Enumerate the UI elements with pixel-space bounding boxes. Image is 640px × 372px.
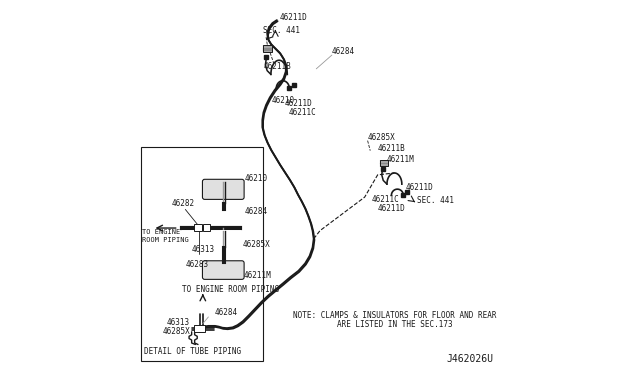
Text: 46210: 46210 [271, 96, 295, 105]
Text: NOTE: CLAMPS & INSULATORS FOR FLOOR AND REAR: NOTE: CLAMPS & INSULATORS FOR FLOOR AND … [292, 311, 496, 320]
Bar [141, 147, 264, 361]
Text: 46313: 46313 [191, 246, 215, 254]
Text: 46283: 46283 [186, 260, 209, 269]
Text: TO ENGINE: TO ENGINE [142, 230, 180, 235]
Text: 46285X: 46285X [243, 240, 271, 249]
Text: SEC. 441: SEC. 441 [264, 26, 300, 35]
Text: 46313: 46313 [167, 318, 190, 327]
Text: ROOM PIPING: ROOM PIPING [142, 237, 189, 243]
Text: 46211D: 46211D [280, 13, 308, 22]
Bar [380, 160, 388, 166]
Text: DETAIL OF TUBE PIPING: DETAIL OF TUBE PIPING [145, 347, 241, 356]
Text: 46285X: 46285X [163, 327, 191, 336]
Text: 46284: 46284 [215, 308, 238, 317]
Text: J462026U: J462026U [446, 353, 493, 363]
Bar [203, 224, 211, 231]
Text: TO ENGINE ROOM PIPING: TO ENGINE ROOM PIPING [182, 285, 280, 294]
Text: 46284: 46284 [244, 207, 268, 216]
Text: 46211M: 46211M [386, 155, 414, 164]
Bar [195, 224, 202, 231]
Text: 46211B: 46211B [264, 62, 291, 71]
Bar [262, 45, 272, 52]
Text: 46211C: 46211C [372, 195, 400, 204]
Text: 46211B: 46211B [378, 144, 405, 153]
Text: ARE LISTED IN THE SEC.173: ARE LISTED IN THE SEC.173 [337, 320, 452, 328]
Text: 46210: 46210 [244, 174, 268, 183]
Text: SEC. 441: SEC. 441 [417, 196, 454, 205]
Text: 46284: 46284 [331, 47, 355, 56]
FancyBboxPatch shape [202, 261, 244, 279]
FancyBboxPatch shape [202, 179, 244, 199]
Text: 46285X: 46285X [367, 133, 396, 142]
Text: 46211D: 46211D [406, 183, 433, 192]
Text: 46211D: 46211D [285, 99, 313, 108]
Text: 46282: 46282 [172, 199, 195, 208]
Text: 46211M: 46211M [244, 271, 271, 280]
Bar [195, 325, 205, 332]
Text: 46211C: 46211C [289, 108, 316, 117]
Text: 46211D: 46211D [378, 204, 405, 213]
